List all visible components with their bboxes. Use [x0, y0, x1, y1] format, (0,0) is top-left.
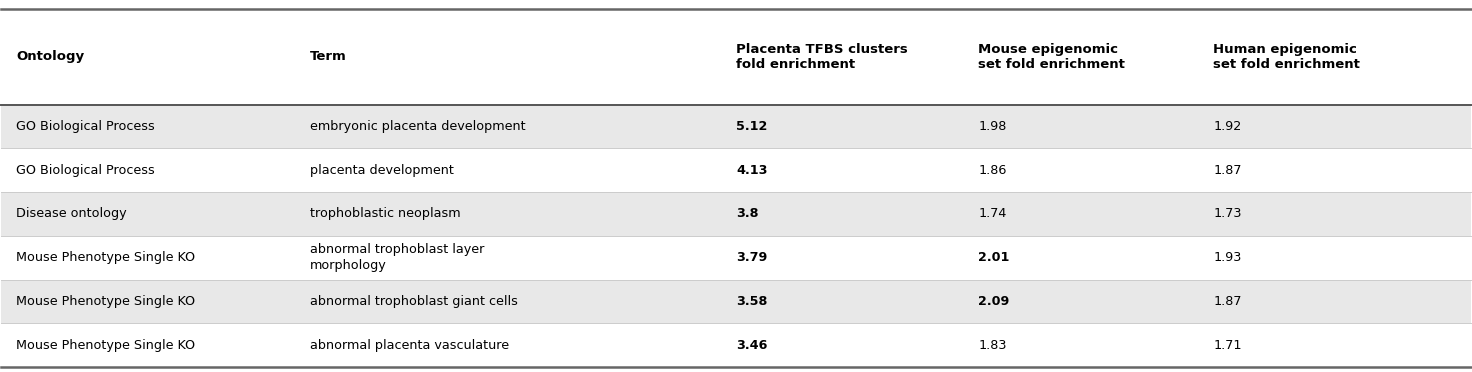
Text: 1.71: 1.71: [1213, 339, 1242, 352]
Text: 1.93: 1.93: [1213, 251, 1242, 264]
Text: 1.87: 1.87: [1213, 295, 1242, 308]
Text: Mouse Phenotype Single KO: Mouse Phenotype Single KO: [16, 295, 196, 308]
Text: Term: Term: [311, 50, 347, 63]
Text: 1.86: 1.86: [979, 164, 1007, 177]
Text: Mouse Phenotype Single KO: Mouse Phenotype Single KO: [16, 251, 196, 264]
Text: 2.09: 2.09: [979, 295, 1010, 308]
Text: placenta development: placenta development: [311, 164, 453, 177]
Text: 3.46: 3.46: [736, 339, 767, 352]
Text: 3.79: 3.79: [736, 251, 767, 264]
Text: 4.13: 4.13: [736, 164, 767, 177]
Bar: [1, 105, 1471, 148]
Text: GO Biological Process: GO Biological Process: [16, 120, 155, 133]
Text: Mouse Phenotype Single KO: Mouse Phenotype Single KO: [16, 339, 196, 352]
Text: 1.98: 1.98: [979, 120, 1007, 133]
Text: GO Biological Process: GO Biological Process: [16, 164, 155, 177]
Text: 1.73: 1.73: [1213, 208, 1242, 221]
Text: 1.87: 1.87: [1213, 164, 1242, 177]
Text: Placenta TFBS clusters
fold enrichment: Placenta TFBS clusters fold enrichment: [736, 43, 908, 71]
Text: 3.58: 3.58: [736, 295, 767, 308]
Text: 2.01: 2.01: [979, 251, 1010, 264]
Text: trophoblastic neoplasm: trophoblastic neoplasm: [311, 208, 461, 221]
Text: 5.12: 5.12: [736, 120, 767, 133]
Text: embryonic placenta development: embryonic placenta development: [311, 120, 526, 133]
Text: abnormal trophoblast layer
morphology: abnormal trophoblast layer morphology: [311, 243, 484, 272]
Bar: [1, 192, 1471, 236]
Text: 3.8: 3.8: [736, 208, 758, 221]
Text: abnormal trophoblast giant cells: abnormal trophoblast giant cells: [311, 295, 518, 308]
Text: Ontology: Ontology: [16, 50, 84, 63]
Text: Mouse epigenomic
set fold enrichment: Mouse epigenomic set fold enrichment: [979, 43, 1125, 71]
Text: 1.74: 1.74: [979, 208, 1007, 221]
Text: Human epigenomic
set fold enrichment: Human epigenomic set fold enrichment: [1213, 43, 1360, 71]
Text: 1.83: 1.83: [979, 339, 1007, 352]
Bar: [1, 279, 1471, 323]
Text: Disease ontology: Disease ontology: [16, 208, 127, 221]
Text: 1.92: 1.92: [1213, 120, 1242, 133]
Text: abnormal placenta vasculature: abnormal placenta vasculature: [311, 339, 509, 352]
